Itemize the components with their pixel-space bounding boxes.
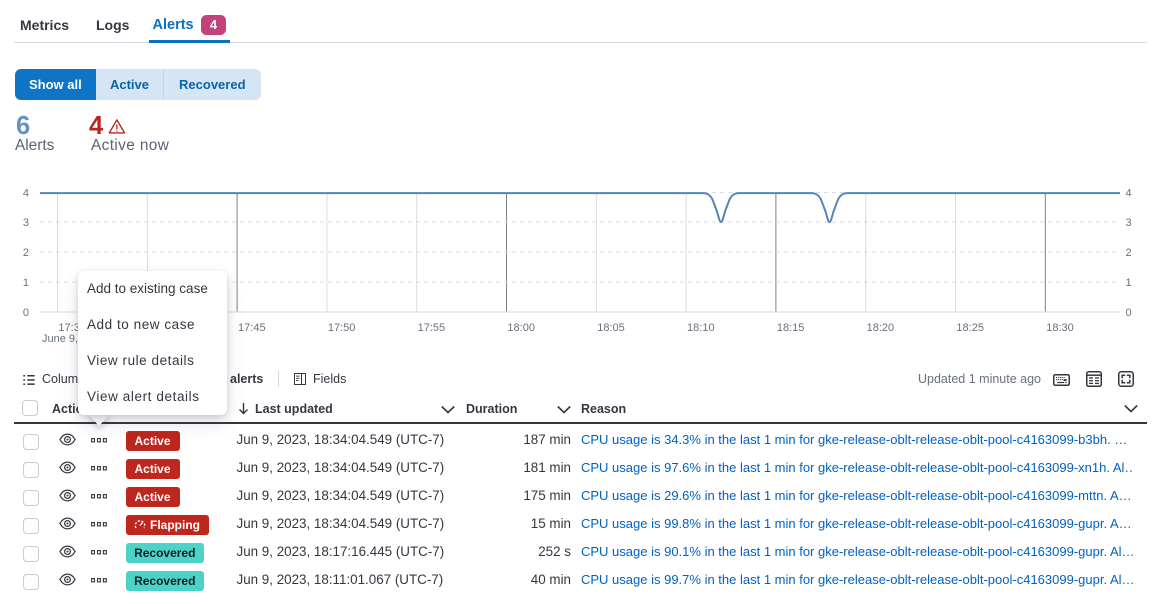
svg-text:18:30: 18:30 xyxy=(1046,322,1074,334)
svg-text:18:25: 18:25 xyxy=(956,322,984,334)
svg-text:17:50: 17:50 xyxy=(328,322,356,334)
svg-text:3: 3 xyxy=(1126,217,1132,229)
svg-text:3: 3 xyxy=(23,217,29,229)
svg-text:4: 4 xyxy=(1126,188,1132,200)
svg-text:4: 4 xyxy=(23,188,29,200)
svg-text:18:00: 18:00 xyxy=(507,322,535,334)
svg-text:1: 1 xyxy=(1126,277,1132,289)
svg-text:18:05: 18:05 xyxy=(597,322,625,334)
svg-text:2: 2 xyxy=(1126,247,1132,259)
svg-text:18:15: 18:15 xyxy=(777,322,805,334)
svg-text:18:20: 18:20 xyxy=(867,322,895,334)
svg-text:2: 2 xyxy=(23,247,29,259)
svg-text:0: 0 xyxy=(23,307,29,319)
svg-text:17:55: 17:55 xyxy=(418,322,446,334)
svg-text:0: 0 xyxy=(1126,307,1132,319)
svg-text:17:45: 17:45 xyxy=(238,322,266,334)
svg-text:18:10: 18:10 xyxy=(687,322,715,334)
svg-text:1: 1 xyxy=(23,277,29,289)
